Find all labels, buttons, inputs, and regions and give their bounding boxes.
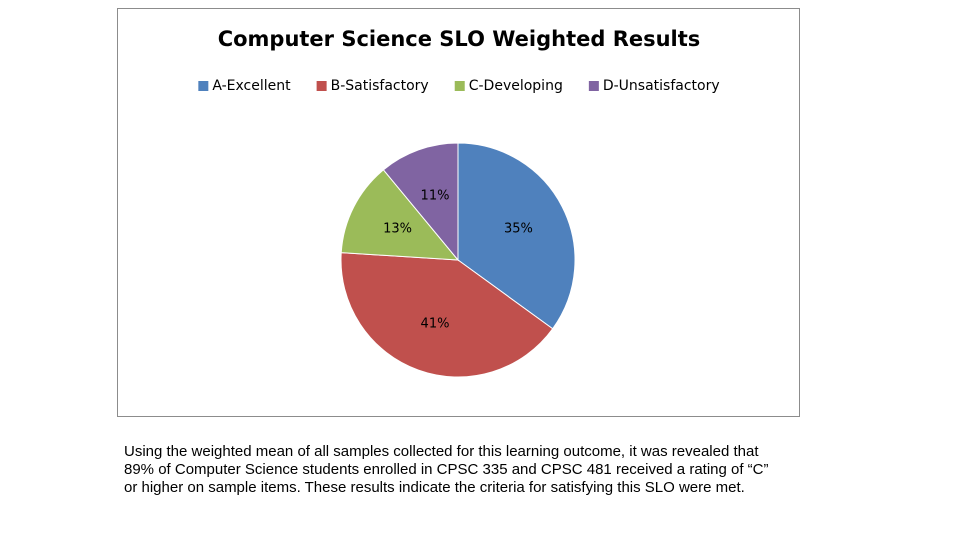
legend-swatch	[454, 81, 465, 91]
pie-slice	[340, 252, 554, 378]
slice-label: 11%	[421, 189, 450, 204]
slice-label: 13%	[383, 222, 412, 237]
slice-label: 35%	[504, 222, 533, 237]
pie-slice	[340, 169, 460, 261]
body-text: Using the weighted mean of all samples c…	[124, 443, 769, 496]
legend-label: C-Developing	[469, 78, 563, 94]
legend-label: D-Unsatisfactory	[603, 78, 720, 94]
legend-label: A-Excellent	[212, 78, 291, 94]
slice-label: 41%	[421, 316, 450, 331]
legend-swatch	[316, 81, 327, 91]
pie-slice	[457, 142, 576, 330]
legend-swatch	[198, 81, 209, 91]
legend-swatch	[588, 81, 599, 91]
chart-title: Computer Science SLO Weighted Results	[218, 27, 701, 51]
pie-slice	[382, 142, 459, 262]
legend-label: B-Satisfactory	[331, 78, 429, 94]
